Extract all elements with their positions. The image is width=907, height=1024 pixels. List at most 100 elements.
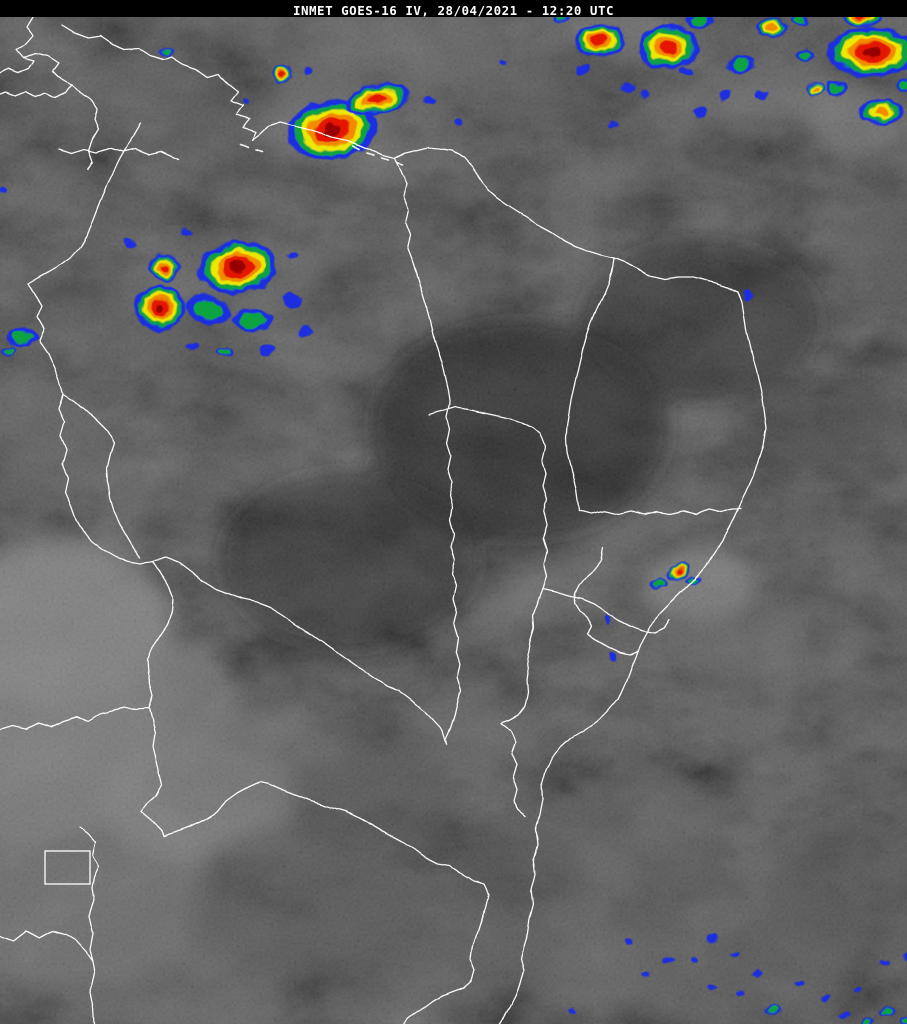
storm-ring	[623, 937, 633, 945]
storm-cell	[609, 121, 619, 127]
coastal-islands	[239, 143, 404, 166]
storm-cell	[185, 295, 231, 325]
storm-cell	[730, 950, 738, 956]
storm-ring	[863, 1019, 873, 1024]
border-ceara	[565, 257, 615, 512]
border-diagonal-lower	[164, 781, 490, 1024]
storm-cell	[895, 78, 907, 92]
storm-ring	[609, 121, 619, 127]
storm-ring	[569, 1008, 577, 1014]
storm-ring	[766, 24, 778, 32]
storm-cell	[756, 18, 788, 38]
storm-cell	[343, 82, 411, 116]
storm-cell	[825, 79, 847, 97]
storm-cell	[187, 342, 199, 350]
storm-ring	[283, 293, 301, 307]
border-rect-side	[79, 826, 100, 1024]
storm-cell	[796, 980, 804, 986]
storm-cell	[840, 1013, 850, 1019]
storm-cell	[791, 14, 809, 26]
storm-cell	[638, 24, 698, 70]
storm-cell	[743, 292, 753, 300]
storm-ring	[663, 957, 673, 963]
storm-ring	[640, 91, 650, 99]
storm-ring	[180, 228, 192, 236]
storm-ring	[454, 119, 464, 125]
image-title-bar: INMET GOES-16 IV, 28/04/2021 - 12:20 UTC	[0, 0, 907, 18]
storm-cell	[795, 48, 815, 62]
storm-ring	[609, 653, 617, 659]
storm-ring	[743, 292, 753, 300]
storm-ring	[286, 251, 298, 259]
storm-ring	[278, 71, 286, 77]
storm-ring	[0, 187, 9, 193]
storm-cell	[641, 973, 649, 979]
storm-cell	[807, 84, 825, 96]
storm-cell	[860, 98, 904, 126]
storm-ring	[854, 988, 862, 994]
storm-cell	[287, 99, 377, 161]
storm-ring	[658, 40, 678, 54]
border-west-horizontal	[0, 705, 150, 731]
storm-ring	[794, 16, 806, 24]
storm-cell	[663, 957, 673, 963]
storm-ring	[680, 68, 692, 76]
storm-ring	[124, 239, 136, 247]
storm-ring	[230, 261, 246, 273]
storm-cell	[900, 1015, 907, 1024]
storm-cell	[286, 251, 298, 259]
storm-cell	[260, 345, 276, 355]
storm-cell	[737, 989, 745, 995]
border-paraiba	[578, 508, 742, 516]
storm-cell	[879, 1007, 897, 1017]
storm-cell	[198, 240, 278, 294]
storm-cell	[299, 327, 313, 337]
storm-cell	[424, 96, 436, 104]
storm-cell	[727, 54, 755, 76]
storm-cell	[609, 653, 617, 659]
storm-ring	[323, 124, 341, 136]
border-west-diagonal	[27, 122, 141, 285]
coastline-path	[61, 24, 767, 1024]
border-west-branch	[62, 393, 141, 558]
border-diagonal-upper	[151, 556, 448, 745]
storm-ring	[12, 331, 32, 343]
storm-ring	[902, 1017, 907, 1023]
storm-cell	[640, 91, 650, 99]
storm-cell	[691, 959, 699, 965]
storm-ring	[592, 35, 608, 45]
storm-ring	[821, 994, 831, 1000]
storm-cell	[827, 27, 907, 77]
storm-ring	[752, 970, 762, 976]
border-west-south	[27, 283, 153, 564]
storm-cell	[575, 23, 625, 57]
storm-ring	[863, 47, 881, 57]
storm-cell	[707, 935, 717, 943]
storm-ring	[162, 49, 172, 55]
storm-ring	[796, 980, 804, 986]
storm-ring	[653, 579, 665, 587]
storm-cell	[454, 119, 464, 125]
border-nw-snarl-c	[70, 84, 100, 170]
storm-cell	[231, 308, 273, 332]
storm-ring	[675, 569, 683, 575]
state-borders	[0, 16, 767, 1024]
storm-cell	[854, 988, 862, 994]
storm-ring	[874, 107, 890, 117]
storm-cell	[272, 65, 292, 83]
storm-ring	[604, 617, 612, 623]
storm-cell	[756, 91, 768, 99]
storm-ring	[424, 96, 436, 104]
storm-cell	[821, 994, 831, 1000]
storm-ring	[899, 80, 907, 90]
storm-cell	[499, 59, 507, 65]
storm-ring	[499, 59, 507, 65]
storm-ring	[577, 66, 589, 74]
border-vertical-south	[140, 559, 174, 837]
storm-cell	[577, 66, 589, 74]
storm-ring	[260, 345, 276, 355]
image-title: INMET GOES-16 IV, 28/04/2021 - 12:20 UTC	[292, 3, 615, 18]
storm-cell	[569, 1008, 577, 1014]
storm-ring	[756, 91, 768, 99]
